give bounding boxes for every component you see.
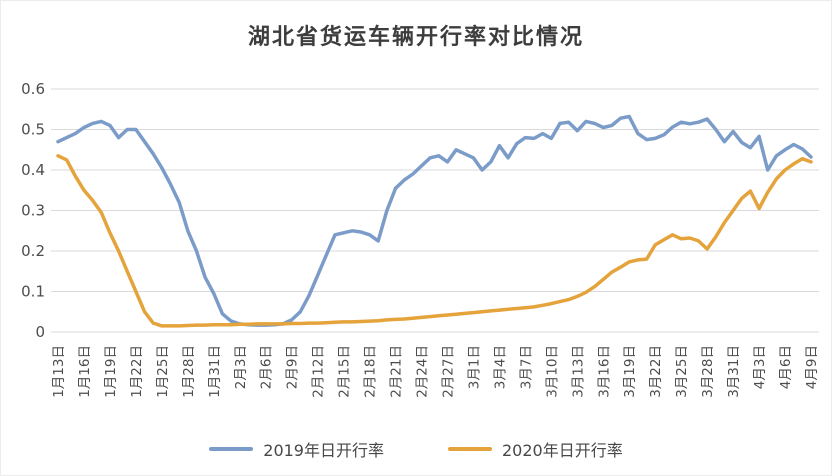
chart-title: 湖北省货运车辆开行率对比情况 [247,24,584,50]
x-tick-label: 2月27日 [441,345,457,398]
x-tick-label: 2月6日 [259,345,275,389]
x-tick-label: 3月25日 [674,345,690,398]
y-tick-label: 0.2 [21,242,45,260]
y-tick-label: 0.6 [21,80,45,98]
x-tick-label: 4月6日 [778,345,794,389]
legend-item-2020: 2020年日开行率 [448,437,623,461]
x-tick-label: 3月10日 [544,345,560,398]
y-tick-label: 0.5 [21,121,45,139]
x-tick-label: 2月18日 [363,345,379,398]
x-tick-label: 3月31日 [726,345,742,398]
x-tick-label: 3月22日 [648,345,664,398]
x-tick-label: 3月13日 [570,345,586,398]
chart-legend: 2019年日开行率 2020年日开行率 [1,437,831,461]
x-tick-label: 3月16日 [596,345,612,398]
legend-label-2020: 2020年日开行率 [502,441,623,460]
y-tick-label: 0.3 [21,202,45,220]
series-line-2019年日开行率 [56,114,813,327]
x-tick-label: 1月22日 [129,345,145,398]
x-tick-label: 2月9日 [285,345,301,389]
x-tick-label: 1月16日 [77,345,93,398]
x-tick-label: 1月25日 [155,345,171,398]
y-tick-label: 0.4 [21,161,45,179]
x-tick-label: 3月4日 [492,345,508,389]
y-tick-label: 0 [35,323,45,341]
x-tick-label: 3月1日 [466,345,482,389]
x-tick-label: 1月28日 [181,345,197,398]
x-tick-label: 2月12日 [311,345,327,398]
x-tick-label: 1月19日 [103,345,119,398]
y-tick-label: 0.1 [21,283,45,301]
legend-label-2019: 2019年日开行率 [263,441,384,460]
legend-item-2019: 2019年日开行率 [209,437,384,461]
x-tick-label: 3月28日 [700,345,716,398]
x-tick-label: 4月3日 [752,345,768,389]
x-tick-label: 2月3日 [233,345,249,389]
x-tick-label: 1月13日 [51,345,67,398]
series-line-2020年日开行率 [56,154,813,328]
legend-swatch-2020-icon [448,447,492,451]
x-tick-label: 2月15日 [337,345,353,398]
x-tick-label: 2月21日 [389,345,405,398]
legend-swatch-2019-icon [209,447,254,451]
x-tick-label: 3月7日 [518,345,534,389]
x-tick-label: 4月9日 [804,345,820,389]
x-tick-label: 3月19日 [622,345,638,398]
x-tick-label: 2月24日 [415,345,431,398]
x-tick-label: 1月31日 [207,345,223,398]
